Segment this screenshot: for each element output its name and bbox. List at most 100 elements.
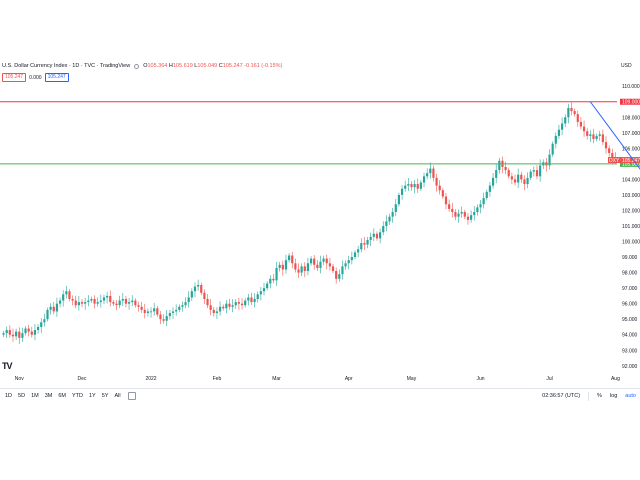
candle-body [146, 311, 150, 313]
candle-body [592, 134, 595, 140]
candle-body [5, 330, 8, 334]
y-tick-label: 98.000 [622, 271, 638, 277]
timeframe-5y[interactable]: 5Y [101, 393, 109, 399]
chart-area[interactable]: 92.000 93.000 94.000 95.000 96.000 97.000 98.0… [0, 56, 640, 403]
price-chart[interactable]: 92.000 93.000 94.000 95.000 96.000 97.000 98.0… [0, 56, 640, 403]
y-tick-label: 93.000 [622, 348, 638, 354]
currency-label[interactable]: USD [621, 63, 632, 69]
candle-body [457, 213, 460, 217]
candle-body [491, 177, 495, 186]
percent-toggle[interactable]: % [597, 393, 602, 399]
candle-body [582, 126, 586, 132]
level-price-tag [620, 160, 640, 167]
candle-body [404, 185, 407, 189]
candle-body [222, 306, 225, 309]
candle-body [586, 131, 589, 136]
candle-body [49, 306, 52, 310]
candle-body [479, 204, 482, 208]
timeframe-1y[interactable]: 1Y [88, 393, 96, 399]
candle-body [36, 326, 40, 331]
candle-body [375, 233, 379, 239]
candle-body [407, 184, 410, 186]
timeframe-ytd[interactable]: YTD [71, 393, 83, 399]
candle-body [517, 174, 520, 183]
candle-body [43, 319, 46, 323]
high-value: 105.619 [172, 63, 193, 69]
candle-body [466, 216, 470, 220]
candle-body [68, 291, 71, 299]
candle-body [397, 194, 401, 205]
candle-body [71, 299, 74, 301]
symbol-title[interactable]: U.S. Dollar Currency Index · 1D · TVC · … [2, 63, 131, 69]
candle-body [529, 171, 532, 178]
candle-body [601, 134, 604, 143]
log-toggle[interactable]: log [609, 393, 618, 399]
candle-body [444, 196, 448, 205]
y-tick-label: 103.000 [622, 193, 640, 199]
candle-body [523, 179, 526, 185]
candle-body [275, 267, 278, 281]
candle-body [178, 306, 181, 310]
timeframe-6m[interactable]: 6M [58, 393, 66, 399]
candle-body [137, 305, 140, 307]
candle-body [118, 300, 121, 306]
candle-body [156, 308, 159, 315]
candle-body [422, 176, 426, 183]
candle-body [215, 311, 219, 313]
date-range-icon[interactable] [127, 392, 136, 400]
candle-body [90, 299, 93, 301]
y-tick-label: 104.000 [622, 177, 640, 183]
candle-body [344, 263, 347, 267]
auto-toggle[interactable]: auto [625, 393, 636, 399]
candle-body [237, 302, 240, 304]
candle-body [579, 121, 583, 127]
candle-body [507, 170, 510, 177]
candle-body [313, 258, 316, 265]
candle-body [269, 278, 272, 284]
buy-price-button[interactable]: 105.247 [44, 73, 69, 82]
tradingview-logo[interactable]: TV [2, 361, 12, 371]
candle-body [200, 285, 203, 293]
timeframe-5d[interactable]: 5D [18, 393, 26, 399]
candle-body [288, 255, 291, 261]
divider [588, 391, 590, 401]
candle-body [84, 302, 87, 304]
symbol-tag-label: DXY [609, 158, 620, 164]
candle-body [570, 107, 573, 112]
candle-body [416, 184, 419, 189]
sell-price-button[interactable]: 105.247 [2, 73, 27, 82]
candle-body [419, 182, 422, 189]
candle-body [513, 179, 517, 183]
y-tick-label: 92.000 [622, 364, 638, 370]
candle-body [74, 300, 77, 306]
x-tick-label: Jun [476, 376, 484, 382]
candle-body [309, 258, 313, 264]
candle-body [473, 212, 476, 216]
timeframe-1d[interactable]: 1D [5, 393, 13, 399]
candle-body [510, 176, 513, 180]
level-price-label: 105.000 [622, 162, 640, 168]
candle-body [554, 135, 557, 144]
candle-body [256, 294, 259, 299]
candle-body [520, 174, 523, 180]
timeframe-1m[interactable]: 1M [31, 393, 39, 399]
candle-body [244, 300, 247, 306]
candle-body [121, 299, 124, 301]
candle-body [598, 134, 601, 136]
candle-body [109, 295, 112, 303]
eye-icon[interactable] [134, 63, 140, 69]
candle-body [539, 165, 542, 177]
candle-body [560, 123, 564, 130]
candle-body [476, 207, 479, 213]
candle-body [62, 294, 65, 301]
low-label: L [194, 63, 198, 69]
candle-body [535, 170, 539, 177]
trade-prices: 105.247 0.000 105.247 [2, 73, 69, 82]
open-label: O [143, 63, 148, 69]
clock-time[interactable]: 02:36:57 (UTC) [542, 393, 581, 399]
candle-body [322, 258, 325, 262]
timeframe-3m[interactable]: 3M [44, 393, 53, 399]
x-tick-label: Feb [213, 376, 222, 382]
timeframe-all[interactable]: All [114, 393, 121, 399]
candle-body [218, 306, 222, 312]
